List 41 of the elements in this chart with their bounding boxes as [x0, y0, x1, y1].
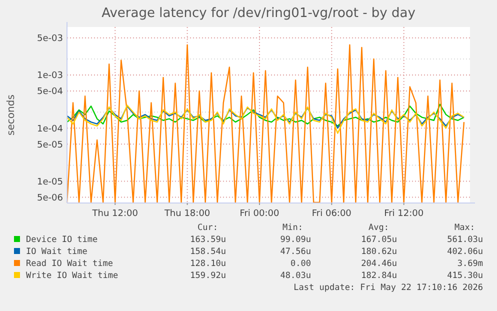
text: 180.62u	[361, 247, 397, 257]
y-axis-title: seconds	[6, 94, 17, 136]
text: Max:	[454, 223, 475, 233]
line-series	[66, 44, 465, 204]
text: 48.03u	[280, 271, 311, 281]
y-tick-label: 5e-03	[37, 34, 63, 44]
text: Min:	[282, 223, 303, 233]
legend-label: Write IO Wait time	[26, 271, 118, 281]
legend-label: Read IO Wait time	[26, 259, 113, 269]
y-tick-label: 5e-05	[37, 140, 63, 150]
y-tick-label: 1e-03	[37, 71, 63, 82]
text: 167.05u	[361, 235, 397, 245]
y-tick-label: 5e-04	[37, 87, 64, 98]
text: 47.56u	[280, 247, 311, 257]
text: 415.30u	[447, 271, 483, 281]
text: 561.03u	[447, 235, 483, 245]
text: 0.00	[290, 259, 311, 269]
x-tick-label: Thu 12:00	[91, 209, 138, 219]
text: 204.46u	[361, 259, 397, 269]
y-tick-label: 5e-06	[37, 193, 64, 204]
text: Cur:	[198, 223, 218, 233]
text: 163.59u	[190, 235, 226, 245]
y-tick-label: 1e-05	[37, 177, 63, 188]
line-series	[66, 104, 465, 134]
chart-title: Average latency for /dev/ring01-vg/root - by day	[102, 6, 416, 21]
x-tick-label: Fri 00:00	[240, 209, 280, 219]
y-tick-label: 1e-04	[37, 124, 64, 134]
text: 99.09u	[280, 235, 311, 245]
x-tick-label: Fri 06:00	[312, 209, 352, 219]
x-tick-label: Thu 18:00	[163, 209, 210, 219]
text: 402.06u	[447, 247, 483, 257]
text: 182.84u	[361, 271, 397, 281]
text: 128.10u	[190, 259, 226, 269]
x-tick-label: Fri 12:00	[384, 209, 424, 219]
text: 158.54u	[190, 247, 226, 257]
text: 159.92u	[190, 271, 226, 281]
text: Avg:	[368, 223, 389, 233]
legend-label: Device IO time	[26, 235, 98, 245]
text: Last update: Fri May 22 17:10:16 2026	[294, 283, 483, 293]
legend-label: IO Wait time	[26, 247, 88, 257]
text: 3.69m	[457, 259, 483, 269]
